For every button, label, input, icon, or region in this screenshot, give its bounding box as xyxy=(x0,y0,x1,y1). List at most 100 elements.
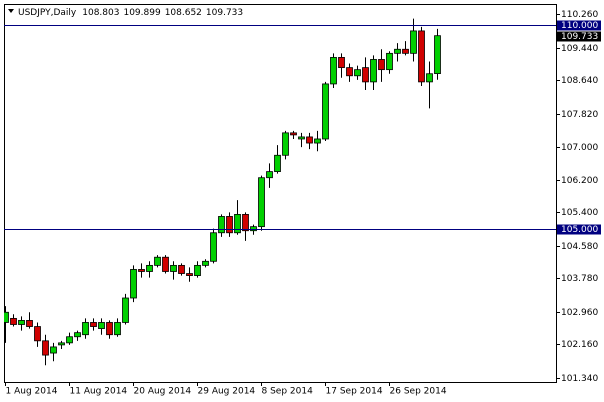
candle-body xyxy=(306,136,313,144)
high-value: 109.899 xyxy=(123,8,160,18)
menu-arrow[interactable] xyxy=(8,9,14,13)
candle-body xyxy=(10,317,17,325)
candle xyxy=(146,261,153,278)
candle-body xyxy=(130,269,137,299)
candle xyxy=(162,255,169,274)
candle-body xyxy=(186,273,193,276)
chart-header: USDJPY,Daily 108.803 109.899 108.652 109.733 xyxy=(18,8,243,18)
candle xyxy=(418,26,425,86)
candle xyxy=(66,332,73,345)
candle-body xyxy=(234,214,241,234)
open-value: 108.803 xyxy=(82,8,119,18)
y-tick-label: 102.160 xyxy=(561,340,598,350)
candle xyxy=(394,43,401,62)
candle xyxy=(386,51,393,74)
candle-body xyxy=(4,311,9,323)
candle xyxy=(370,55,377,91)
candle-body xyxy=(258,177,265,228)
candle xyxy=(34,322,41,347)
y-tick-label: 108.640 xyxy=(561,76,598,86)
level-label-box xyxy=(557,224,601,235)
y-tick-label: 104.580 xyxy=(561,242,598,252)
candle-body xyxy=(314,138,321,144)
candle xyxy=(354,65,361,80)
candle xyxy=(378,49,385,82)
candle xyxy=(434,28,441,80)
candle-body xyxy=(202,260,209,266)
candle xyxy=(362,57,369,91)
candle-body xyxy=(426,73,433,83)
y-tick-label: 105.400 xyxy=(561,208,598,218)
candle xyxy=(178,263,185,276)
candle xyxy=(4,306,9,343)
symbol: USDJPY,Daily xyxy=(18,8,77,18)
candle-body xyxy=(138,269,145,272)
candle-body xyxy=(394,48,401,54)
y-tick-label: 107.000 xyxy=(561,143,598,153)
candle xyxy=(58,340,65,349)
candle-body xyxy=(290,132,297,136)
candle xyxy=(306,132,313,150)
candle-body xyxy=(298,136,305,140)
candle-body xyxy=(338,57,345,69)
candle-body xyxy=(82,322,89,336)
candle-body xyxy=(330,57,337,85)
candle xyxy=(242,212,249,241)
y-tick-label: 102.960 xyxy=(561,308,598,318)
x-tick-label: 29 Aug 2014 xyxy=(198,387,256,397)
price-label: 109.733 xyxy=(561,32,598,42)
candle xyxy=(338,53,345,78)
candle xyxy=(426,61,433,109)
plot-area xyxy=(4,18,441,366)
x-tick-label: 8 Sep 2014 xyxy=(262,387,314,397)
candle xyxy=(10,314,17,327)
candle xyxy=(202,259,209,268)
candle xyxy=(138,263,145,278)
candle xyxy=(42,334,49,366)
plot-frame xyxy=(4,4,557,383)
candle-body xyxy=(354,69,361,77)
x-tick-label: 11 Aug 2014 xyxy=(70,387,128,397)
candle-body xyxy=(34,326,41,342)
y-tick-label: 110.260 xyxy=(561,10,598,20)
candle xyxy=(18,316,25,331)
candle-body xyxy=(66,336,73,344)
candle-body xyxy=(106,322,113,336)
x-tick-label: 1 Aug 2014 xyxy=(6,387,58,397)
candle xyxy=(210,228,217,264)
close-value: 109.733 xyxy=(206,8,243,18)
candle-body xyxy=(210,232,217,262)
y-tick-label: 107.820 xyxy=(561,110,598,120)
candle xyxy=(218,214,225,237)
candle xyxy=(330,53,337,88)
candle xyxy=(282,130,289,160)
candle-body xyxy=(370,59,377,83)
candle xyxy=(26,312,33,329)
candle-body xyxy=(434,35,441,75)
candle xyxy=(346,63,353,82)
candle-body xyxy=(154,256,161,266)
level-label: 110.000 xyxy=(561,21,598,31)
candle xyxy=(314,130,321,152)
candle-body xyxy=(74,332,81,338)
x-tick-label: 26 Sep 2014 xyxy=(390,387,447,397)
candle-body xyxy=(282,132,289,156)
x-tick-label: 20 Aug 2014 xyxy=(134,387,192,397)
candle xyxy=(114,318,121,337)
low-value: 108.652 xyxy=(165,8,202,18)
candle-body xyxy=(402,48,409,54)
candle xyxy=(50,342,57,362)
candle-body xyxy=(26,320,33,327)
candle-body xyxy=(362,67,369,83)
candle xyxy=(290,130,297,139)
candle-body xyxy=(346,67,353,77)
candle-body xyxy=(58,342,65,346)
candle-body xyxy=(18,320,25,325)
candle xyxy=(402,41,409,56)
candle xyxy=(90,318,97,331)
candle xyxy=(154,255,161,268)
candle xyxy=(98,318,105,335)
candle-body xyxy=(378,59,385,71)
candle-body xyxy=(162,256,169,272)
